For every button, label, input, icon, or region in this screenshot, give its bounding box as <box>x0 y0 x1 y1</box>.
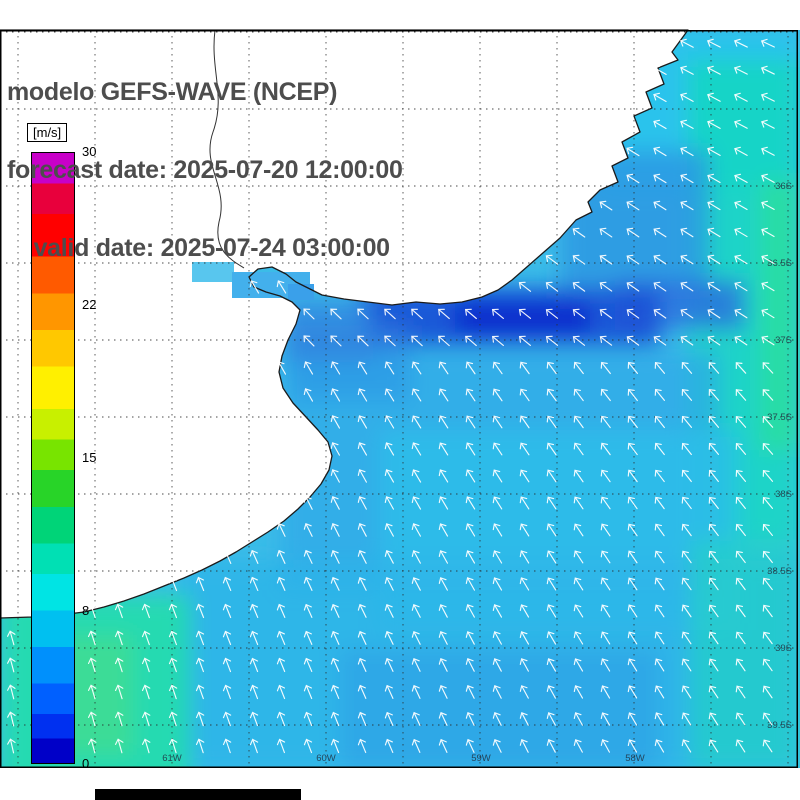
model-title: modelo GEFS-WAVE (NCEP) <box>7 78 338 106</box>
colorbar-tick-22: 22 <box>82 297 97 312</box>
valid-date-line: valid date: 2025-07-24 03:00:00 <box>7 234 391 262</box>
wind-arrows <box>7 38 775 754</box>
lat-label: 38.5S <box>767 566 792 577</box>
lon-label: 59W <box>471 753 491 764</box>
lon-label: 61W <box>162 753 182 764</box>
forecast-date-line: forecast date: 2025-07-20 12:00:00 <box>7 156 403 184</box>
title-block: modelo GEFS-WAVE (NCEP) forecast date: 2… <box>7 27 403 313</box>
lon-label: 58W <box>625 753 645 764</box>
graticule <box>0 30 797 768</box>
sea-grid-cell <box>192 262 234 282</box>
lat-label: 37S <box>775 335 792 346</box>
lat-label: 36S <box>775 181 792 192</box>
lat-label: 39S <box>775 643 792 654</box>
boundary-line <box>209 29 245 269</box>
footer-bar <box>95 789 301 800</box>
colorbar-unit-label: [m/s] <box>27 123 68 142</box>
colorbar <box>31 152 75 764</box>
colorbar-tick-0: 0 <box>82 756 90 771</box>
land-polygon <box>0 30 688 618</box>
colorbar-tick-8: 8 <box>82 603 90 618</box>
lat-label: 38S <box>775 489 792 500</box>
lat-label: 36.5S <box>767 258 792 269</box>
lon-label: 60W <box>316 753 336 764</box>
colorbar-tick-15: 15 <box>82 450 97 465</box>
lat-label: 37.5S <box>767 412 792 423</box>
lat-label: 39.5S <box>767 720 792 731</box>
colorbar-tick-30: 30 <box>82 144 97 159</box>
map-frame <box>0 30 798 768</box>
